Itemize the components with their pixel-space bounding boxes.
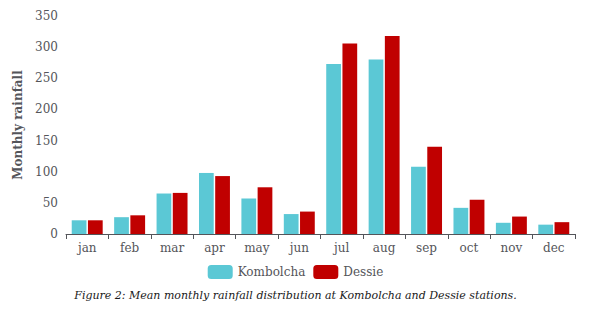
svg-text:may: may bbox=[244, 241, 270, 255]
svg-text:oct: oct bbox=[460, 241, 479, 255]
svg-text:sep: sep bbox=[416, 241, 437, 255]
svg-text:Kombolcha: Kombolcha bbox=[238, 265, 306, 279]
svg-text:apr: apr bbox=[204, 241, 225, 255]
svg-text:aug: aug bbox=[373, 241, 396, 255]
svg-text:100: 100 bbox=[35, 165, 58, 179]
svg-text:dec: dec bbox=[543, 241, 565, 255]
svg-text:Monthly rainfall: Monthly rainfall bbox=[11, 70, 25, 180]
svg-text:jul: jul bbox=[332, 241, 349, 255]
svg-text:250: 250 bbox=[35, 71, 58, 85]
svg-text:feb: feb bbox=[120, 241, 140, 255]
svg-text:jun: jun bbox=[288, 241, 309, 255]
svg-text:mar: mar bbox=[160, 241, 185, 255]
svg-text:jan: jan bbox=[76, 241, 97, 255]
svg-text:nov: nov bbox=[501, 241, 523, 255]
svg-text:Figure 2: Mean monthly rainfal: Figure 2: Mean monthly rainfall distribu… bbox=[73, 289, 516, 302]
svg-text:0: 0 bbox=[50, 227, 58, 241]
svg-text:300: 300 bbox=[35, 40, 58, 54]
svg-text:350: 350 bbox=[35, 9, 58, 23]
svg-text:50: 50 bbox=[43, 196, 58, 210]
svg-text:150: 150 bbox=[35, 134, 58, 148]
svg-text:200: 200 bbox=[35, 102, 58, 116]
svg-text:Dessie: Dessie bbox=[343, 265, 383, 279]
